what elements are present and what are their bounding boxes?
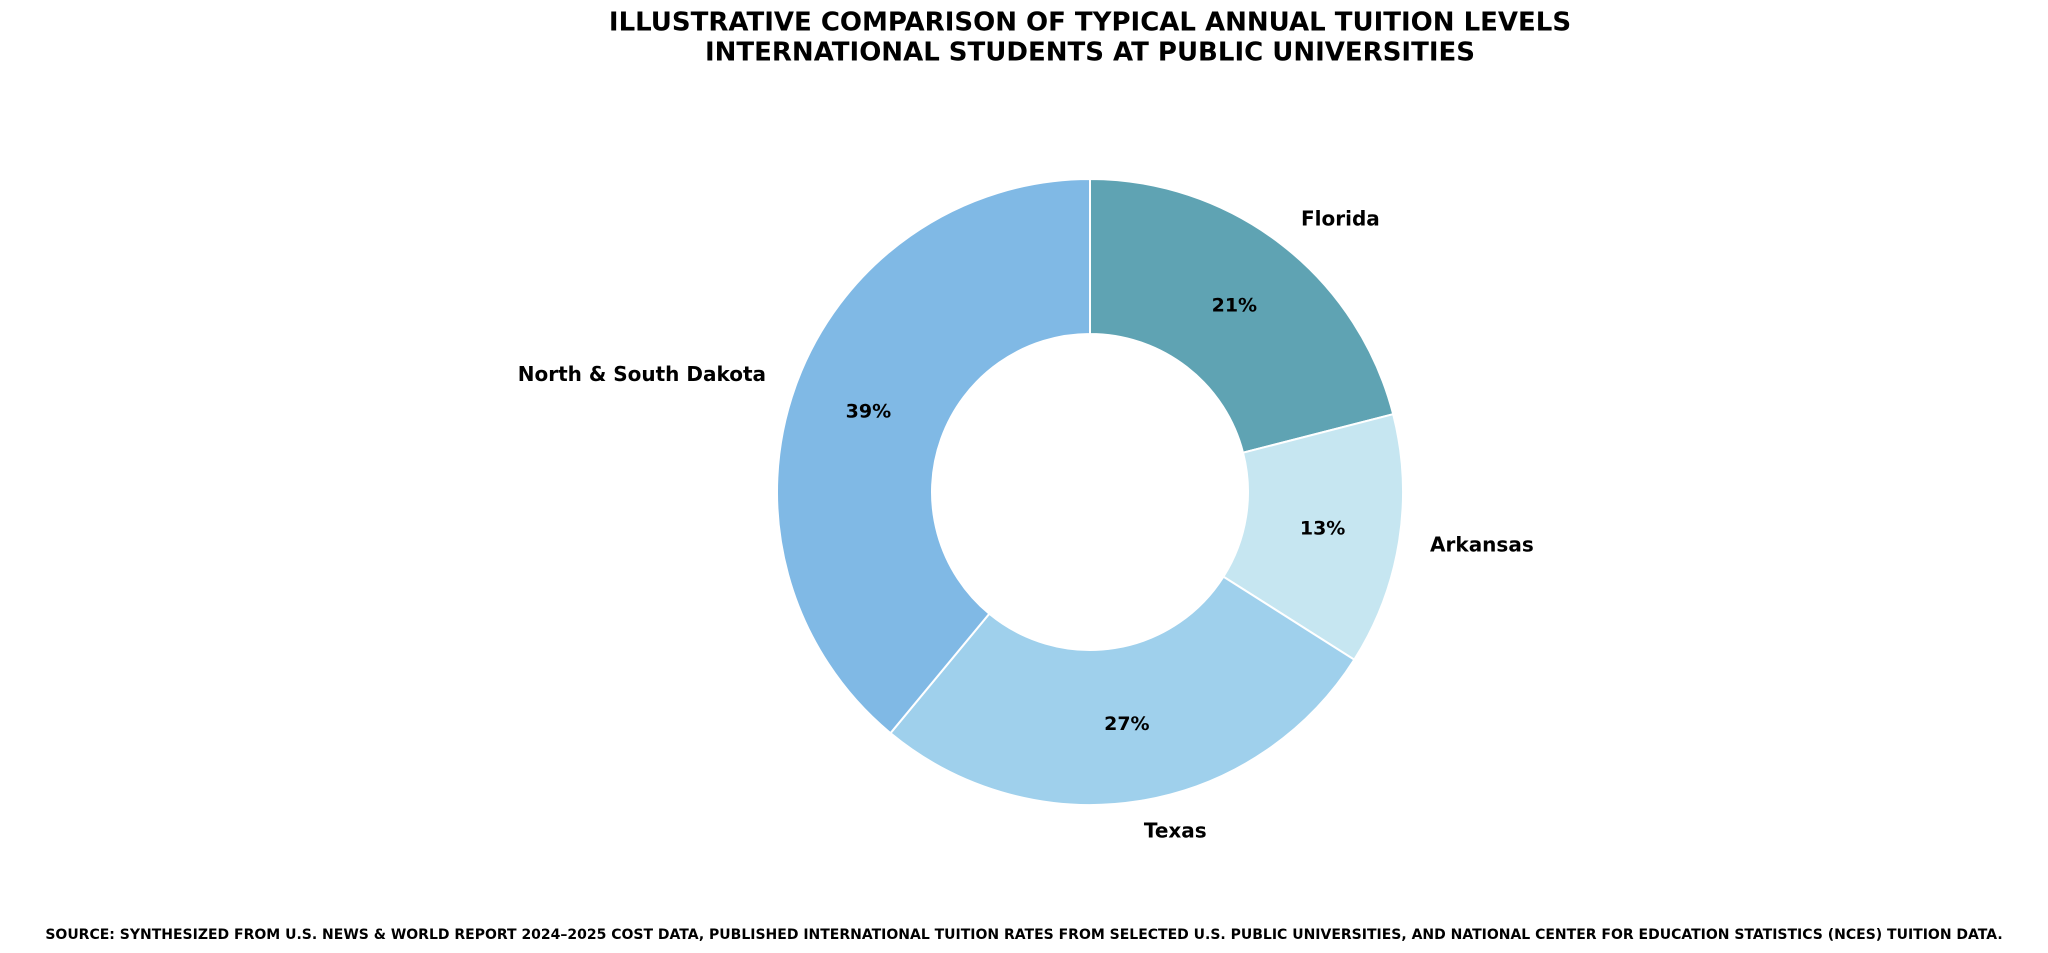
chart-title: INTERNATIONAL STUDENTS AT PUBLIC UNIVERS… [705, 38, 1475, 68]
category-label: Arkansas [1430, 532, 1534, 556]
donut-slice [1222, 412, 1404, 662]
donut-slice [1089, 177, 1395, 454]
value-label: 21% [1212, 294, 1257, 316]
value-label: 39% [846, 401, 891, 423]
donut-slice [775, 177, 1091, 735]
category-label: Texas [1144, 819, 1207, 843]
value-label: 13% [1300, 517, 1345, 539]
donut-slice [889, 575, 1356, 806]
category-label: North & South Dakota [518, 362, 766, 386]
source-note: SOURCE: SYNTHESIZED FROM U.S. NEWS & WOR… [45, 927, 2002, 943]
value-label: 27% [1104, 713, 1149, 735]
category-label: Florida [1301, 206, 1380, 230]
chart-title: ILLUSTRATIVE COMPARISON OF TYPICAL ANNUA… [609, 8, 1571, 38]
